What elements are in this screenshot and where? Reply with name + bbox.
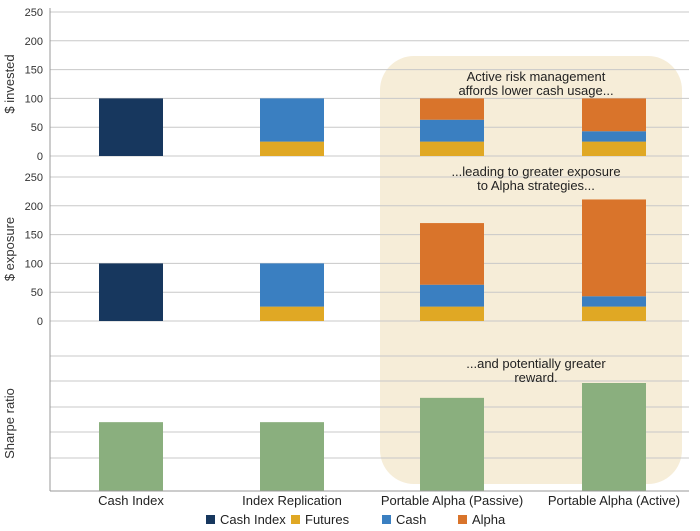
bar-segment bbox=[420, 284, 484, 307]
y-tick-label: 100 bbox=[25, 93, 43, 105]
bar-segment bbox=[582, 306, 646, 321]
y-tick-label: 0 bbox=[37, 151, 43, 163]
annotation-text: affords lower cash usage... bbox=[458, 83, 613, 98]
legend-swatch bbox=[458, 515, 467, 524]
annotation-text: ...and potentially greater bbox=[466, 356, 606, 371]
legend-swatch bbox=[206, 515, 215, 524]
bar-segment bbox=[420, 141, 484, 156]
bar-segment bbox=[582, 199, 646, 297]
bar-segment bbox=[420, 306, 484, 321]
bar-segment bbox=[260, 141, 324, 156]
highlight-region bbox=[380, 56, 682, 484]
bar-segment bbox=[260, 422, 324, 491]
y-tick-label: 100 bbox=[25, 258, 43, 270]
bar-segment bbox=[99, 422, 163, 491]
legend-swatch bbox=[291, 515, 300, 524]
bar-segment bbox=[260, 306, 324, 321]
bar-segment bbox=[582, 131, 646, 142]
legend-label: Cash bbox=[396, 512, 426, 527]
bar-segment bbox=[420, 119, 484, 142]
annotation-text: Active risk management bbox=[467, 69, 606, 84]
legend-label: Alpha bbox=[472, 512, 506, 527]
y-axis-label: $ invested bbox=[2, 54, 17, 113]
legend-label: Cash Index bbox=[220, 512, 286, 527]
bar-segment bbox=[420, 223, 484, 285]
annotation-text: reward. bbox=[514, 370, 557, 385]
y-tick-label: 50 bbox=[31, 122, 43, 134]
legend-label: Futures bbox=[305, 512, 350, 527]
bar-segment bbox=[582, 141, 646, 156]
bar-segment bbox=[420, 98, 484, 120]
y-tick-label: 0 bbox=[37, 316, 43, 328]
y-tick-label: 150 bbox=[25, 230, 43, 242]
y-tick-label: 200 bbox=[25, 36, 43, 48]
bar-segment bbox=[260, 263, 324, 307]
x-tick-label: Index Replication bbox=[242, 493, 342, 508]
y-tick-label: 200 bbox=[25, 201, 43, 213]
y-tick-label: 50 bbox=[31, 287, 43, 299]
y-tick-label: 250 bbox=[25, 172, 43, 184]
y-tick-label: 250 bbox=[25, 7, 43, 19]
y-axis-label: Sharpe ratio bbox=[2, 388, 17, 459]
bar-segment bbox=[260, 98, 324, 142]
bar-segment bbox=[582, 296, 646, 307]
y-axis-label: $ exposure bbox=[2, 217, 17, 281]
x-tick-label: Cash Index bbox=[98, 493, 164, 508]
bar-segment bbox=[582, 98, 646, 132]
legend-swatch bbox=[382, 515, 391, 524]
bar-segment bbox=[99, 98, 163, 156]
annotation-text: ...leading to greater exposure bbox=[451, 164, 620, 179]
annotation-text: to Alpha strategies... bbox=[477, 178, 595, 193]
bar-segment bbox=[420, 397, 484, 491]
y-tick-label: 150 bbox=[25, 65, 43, 77]
x-tick-label: Portable Alpha (Passive) bbox=[381, 493, 523, 508]
bar-segment bbox=[582, 383, 646, 491]
x-tick-label: Portable Alpha (Active) bbox=[548, 493, 680, 508]
bar-segment bbox=[99, 263, 163, 321]
